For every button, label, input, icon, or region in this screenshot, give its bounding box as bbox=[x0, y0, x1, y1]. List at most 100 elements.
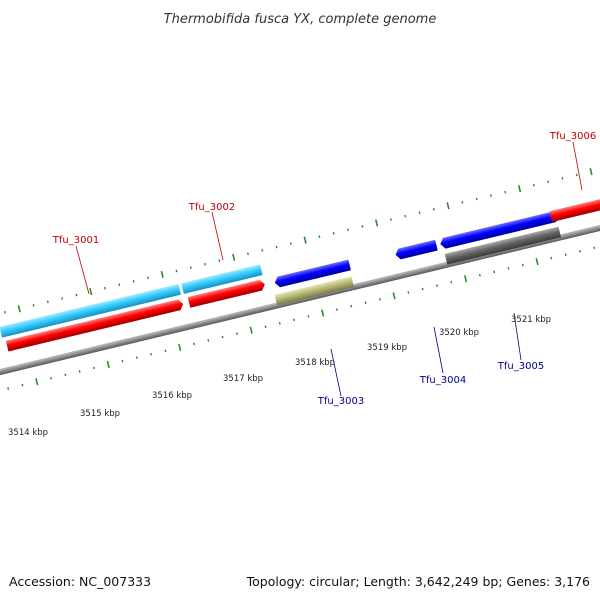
cds-arrow-tfu-3002[interactable] bbox=[187, 279, 266, 308]
outer-tick-ring bbox=[4, 167, 593, 314]
inner-tick-ring bbox=[7, 246, 596, 390]
outer-ring-minor-tick bbox=[389, 218, 392, 221]
outer-ring-minor-tick bbox=[532, 183, 535, 187]
outer-ring-major-tick bbox=[89, 288, 93, 296]
inner-ring-minor-tick bbox=[235, 332, 238, 335]
genome-track bbox=[0, 167, 600, 390]
inner-ring-minor-tick bbox=[507, 267, 510, 270]
leader-tfu-3001 bbox=[75, 245, 90, 295]
outer-ring-minor-tick bbox=[46, 300, 49, 304]
inner-ring-minor-tick bbox=[307, 315, 310, 318]
inner-ring-minor-tick bbox=[521, 263, 524, 267]
outer-ring-major-tick bbox=[375, 219, 379, 227]
gene-bar-tfu-3005[interactable] bbox=[444, 226, 562, 265]
outer-ring-minor-tick bbox=[218, 259, 221, 263]
inner-ring-major-tick bbox=[249, 326, 253, 334]
gene-label-tfu-3001[interactable]: Tfu_3001 bbox=[52, 235, 99, 246]
outer-ring-major-tick bbox=[446, 202, 450, 210]
leader-tfu-3003 bbox=[330, 348, 342, 397]
inner-ring-minor-tick bbox=[335, 308, 338, 311]
inner-ring-minor-tick bbox=[92, 366, 95, 370]
outer-ring-major-tick bbox=[517, 185, 522, 193]
accession-text: Accession: NC_007333 bbox=[9, 574, 151, 589]
inner-ring-minor-tick bbox=[264, 325, 267, 329]
outer-ring-major-tick bbox=[589, 167, 593, 176]
scale-label-3517: 3517 kbp bbox=[223, 374, 263, 384]
outer-ring-minor-tick bbox=[4, 310, 6, 314]
outer-ring-minor-tick bbox=[561, 177, 564, 180]
outer-ring-minor-tick bbox=[547, 180, 550, 184]
leader-tfu-3005 bbox=[513, 312, 522, 361]
outer-ring-minor-tick bbox=[404, 214, 407, 218]
inner-ring-minor-tick bbox=[350, 304, 353, 308]
scale-label-3518: 3518 kbp bbox=[295, 358, 335, 368]
leader-tfu-3006 bbox=[572, 141, 583, 191]
inner-ring-minor-tick bbox=[364, 301, 367, 305]
gene-label-tfu-3002[interactable]: Tfu_3002 bbox=[188, 202, 235, 213]
outer-ring-minor-tick bbox=[504, 190, 507, 194]
outer-ring-minor-tick bbox=[347, 228, 349, 232]
gene-features bbox=[0, 195, 600, 352]
cds-arrow-tfu-3005[interactable] bbox=[439, 211, 557, 249]
scale-label-3519: 3519 kbp bbox=[367, 343, 407, 353]
outer-ring-minor-tick bbox=[461, 201, 464, 204]
gene-label-tfu-3003[interactable]: Tfu_3003 bbox=[317, 396, 364, 407]
outer-ring-major-tick bbox=[17, 305, 21, 313]
outer-ring-minor-tick bbox=[432, 207, 435, 211]
gene-label-tfu-3004[interactable]: Tfu_3004 bbox=[419, 375, 466, 386]
outer-ring-minor-tick bbox=[332, 231, 335, 235]
gene-bar-tfu-3003[interactable] bbox=[274, 276, 354, 306]
gene-label-tfu-3005[interactable]: Tfu_3005 bbox=[497, 361, 544, 372]
outer-ring-minor-tick bbox=[204, 262, 207, 266]
gene-label-tfu-3006[interactable]: Tfu_3006 bbox=[549, 131, 596, 142]
inner-ring-minor-tick bbox=[221, 335, 224, 339]
leader-tfu-3004 bbox=[433, 326, 444, 374]
outer-ring-minor-tick bbox=[132, 279, 135, 283]
inner-ring-minor-tick bbox=[50, 376, 53, 380]
gene-bar-tfu-3002[interactable] bbox=[181, 264, 263, 294]
outer-ring-major-tick bbox=[160, 270, 164, 279]
outer-ring-major-tick bbox=[232, 253, 236, 261]
inner-ring-minor-tick bbox=[436, 284, 438, 287]
outer-ring-minor-tick bbox=[247, 252, 249, 256]
outer-ring-minor-tick bbox=[275, 245, 278, 249]
inner-ring-minor-tick bbox=[121, 359, 124, 363]
inner-ring-major-tick bbox=[392, 292, 396, 300]
inner-ring-minor-tick bbox=[578, 249, 581, 253]
outer-ring-minor-tick bbox=[32, 303, 35, 307]
inner-ring-minor-tick bbox=[164, 349, 167, 353]
inner-ring-major-tick bbox=[535, 257, 539, 266]
inner-ring-minor-tick bbox=[293, 318, 296, 322]
inner-ring-minor-tick bbox=[478, 273, 481, 277]
inner-ring-major-tick bbox=[178, 343, 182, 351]
outer-ring-minor-tick bbox=[475, 197, 478, 201]
inner-ring-minor-tick bbox=[493, 270, 496, 274]
scale-label-3521: 3521 kbp bbox=[511, 315, 551, 325]
inner-ring-minor-tick bbox=[593, 246, 596, 250]
scale-labels: 3514 kbp 3515 kbp 3516 kbp 3517 kbp 3518… bbox=[8, 315, 551, 438]
inner-ring-minor-tick bbox=[135, 356, 138, 359]
inner-ring-minor-tick bbox=[564, 253, 567, 257]
gene-bar-tfu-3001[interactable] bbox=[0, 283, 181, 338]
inner-ring-minor-tick bbox=[78, 370, 81, 373]
outer-ring-minor-tick bbox=[118, 283, 121, 287]
inner-ring-minor-tick bbox=[421, 287, 424, 291]
cds-arrow-tfu-3001[interactable] bbox=[5, 299, 185, 352]
inner-ring-minor-tick bbox=[407, 291, 410, 294]
inner-ring-minor-tick bbox=[207, 339, 210, 342]
gene-labels: Tfu_3001 Tfu_3002 Tfu_3003 Tfu_3004 Tfu_… bbox=[52, 131, 596, 407]
cds-arrow-tfu-3004[interactable] bbox=[394, 239, 438, 261]
inner-ring-minor-tick bbox=[278, 322, 281, 325]
outer-ring-minor-tick bbox=[289, 242, 292, 245]
scale-label-3520: 3520 kbp bbox=[439, 328, 479, 338]
genome-summary-text: Topology: circular; Length: 3,642,249 bp… bbox=[246, 574, 590, 589]
cds-arrow-tfu-3006[interactable] bbox=[549, 195, 600, 222]
outer-ring-minor-tick bbox=[146, 276, 149, 280]
cds-arrow-tfu-3003[interactable] bbox=[274, 259, 351, 289]
inner-ring-minor-tick bbox=[193, 342, 195, 346]
outer-ring-minor-tick bbox=[575, 173, 578, 177]
leader-tfu-3002 bbox=[211, 211, 224, 261]
inner-ring-major-tick bbox=[463, 275, 468, 283]
outer-ring-minor-tick bbox=[104, 286, 106, 290]
